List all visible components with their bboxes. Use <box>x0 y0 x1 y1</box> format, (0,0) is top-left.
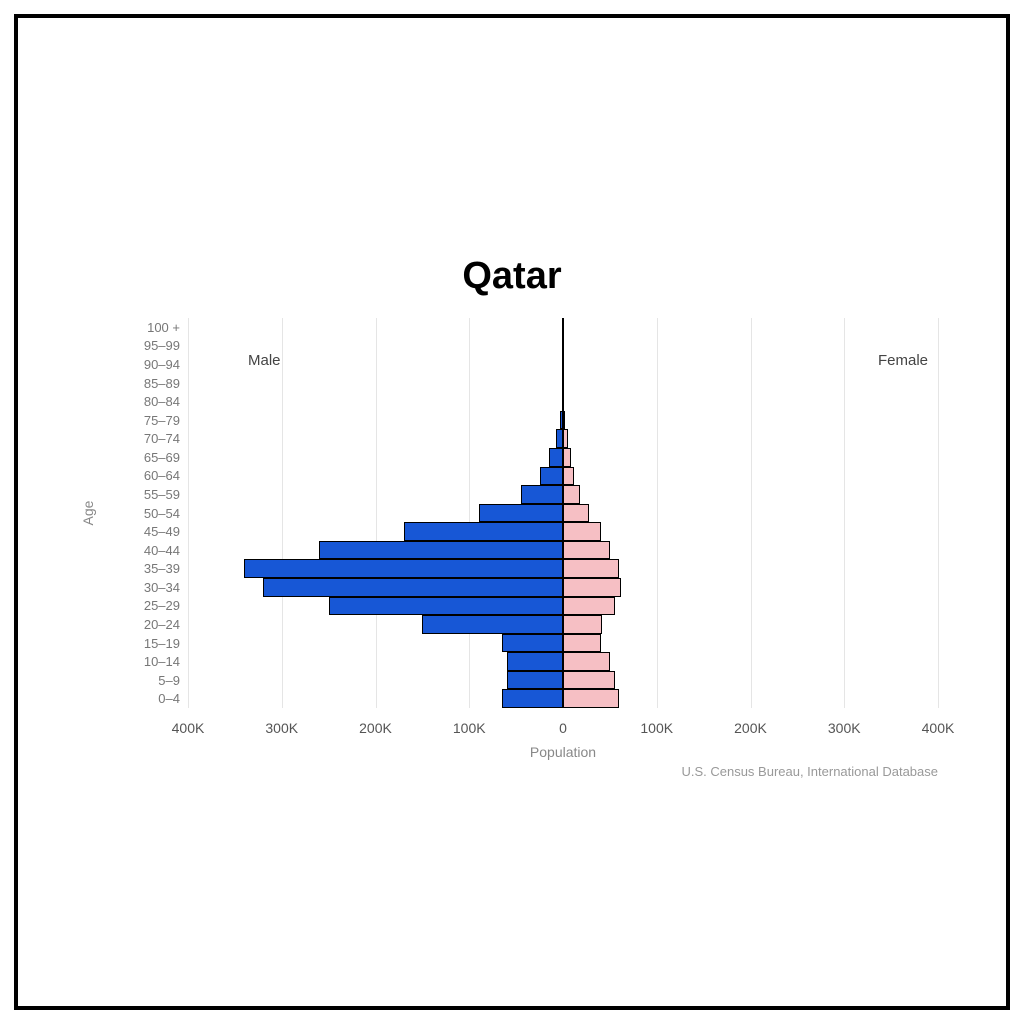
chart-title: Qatar <box>18 255 1006 298</box>
bar-female <box>563 671 615 690</box>
credit-text: U.S. Census Bureau, International Databa… <box>188 764 938 779</box>
bar-female <box>563 597 615 616</box>
y-tick-label: 40–44 <box>118 544 180 557</box>
bar-female <box>563 652 610 671</box>
grid-line <box>657 318 658 708</box>
bar-male <box>540 467 563 486</box>
x-axis-title: Population <box>188 744 938 760</box>
y-tick-label: 15–19 <box>118 637 180 650</box>
x-tick-label: 400K <box>922 720 955 736</box>
y-tick-label: 60–64 <box>118 469 180 482</box>
x-tick-label: 300K <box>828 720 861 736</box>
x-tick-label: 400K <box>172 720 205 736</box>
bar-male <box>521 485 563 504</box>
bar-female <box>563 559 619 578</box>
bar-male <box>319 541 563 560</box>
bar-male <box>479 504 563 523</box>
bar-male <box>263 578 563 597</box>
grid-line <box>188 318 189 708</box>
bar-female <box>563 541 610 560</box>
y-tick-label: 75–79 <box>118 414 180 427</box>
grid-line <box>751 318 752 708</box>
bar-male <box>502 689 563 708</box>
y-tick-label: 5–9 <box>118 674 180 687</box>
y-tick-label: 90–94 <box>118 358 180 371</box>
x-tick-label: 300K <box>265 720 298 736</box>
grid-line <box>282 318 283 708</box>
series-label-female: Female <box>878 352 928 369</box>
bar-female <box>563 448 571 467</box>
bar-female <box>563 485 580 504</box>
grid-line <box>844 318 845 708</box>
y-tick-label: 55–59 <box>118 488 180 501</box>
y-tick-label: 25–29 <box>118 599 180 612</box>
y-tick-label: 95–99 <box>118 339 180 352</box>
bar-female <box>563 522 601 541</box>
bar-female <box>563 615 602 634</box>
bar-male <box>507 652 563 671</box>
y-tick-label: 100 + <box>118 321 180 334</box>
y-tick-label: 20–24 <box>118 618 180 631</box>
outer-frame: Qatar 100 +95–9990–9485–8980–8475–7970–7… <box>14 14 1010 1010</box>
bar-male <box>244 559 563 578</box>
y-tick-label: 65–69 <box>118 451 180 464</box>
bar-male <box>329 597 563 616</box>
x-tick-label: 0 <box>559 720 567 736</box>
y-tick-label: 70–74 <box>118 432 180 445</box>
x-tick-label: 200K <box>734 720 767 736</box>
grid-line <box>938 318 939 708</box>
bar-male <box>507 671 563 690</box>
y-tick-label: 30–34 <box>118 581 180 594</box>
bar-male <box>422 615 563 634</box>
bar-female <box>563 634 601 653</box>
grid-line <box>469 318 470 708</box>
population-pyramid-chart: 100 +95–9990–9485–8980–8475–7970–7465–69… <box>188 318 938 708</box>
y-tick-label: 50–54 <box>118 507 180 520</box>
y-tick-label: 10–14 <box>118 655 180 668</box>
bar-female <box>563 578 621 597</box>
y-tick-label: 0–4 <box>118 692 180 705</box>
center-axis-line <box>562 318 564 708</box>
y-tick-label: 80–84 <box>118 395 180 408</box>
x-tick-label: 100K <box>453 720 486 736</box>
bar-male <box>404 522 563 541</box>
bar-male <box>502 634 563 653</box>
bar-female <box>563 689 619 708</box>
bar-female <box>563 467 574 486</box>
y-tick-label: 35–39 <box>118 562 180 575</box>
y-axis-title: Age <box>80 501 96 526</box>
bar-female <box>563 504 589 523</box>
y-tick-label: 45–49 <box>118 525 180 538</box>
series-label-male: Male <box>248 352 281 369</box>
grid-line <box>376 318 377 708</box>
y-tick-label: 85–89 <box>118 377 180 390</box>
x-tick-label: 200K <box>359 720 392 736</box>
bar-male <box>549 448 563 467</box>
x-tick-label: 100K <box>640 720 673 736</box>
